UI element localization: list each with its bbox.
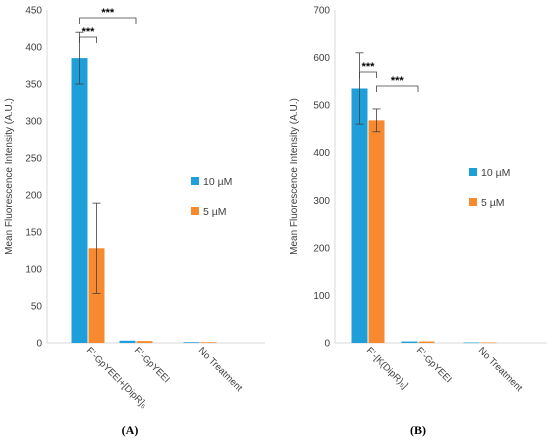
- x-category-label: F’-GpYEEI: [414, 345, 454, 385]
- y-axis-label: Mean Fluorescence Intensity (A.U.): [4, 98, 15, 255]
- y-tick-label: 100: [25, 265, 42, 276]
- legend-label: 10 µM: [203, 176, 232, 188]
- bar: [183, 342, 200, 343]
- bar: [200, 342, 217, 343]
- bar: [480, 342, 497, 344]
- significance-bracket: [359, 71, 377, 78]
- panel-label-b: (B): [410, 423, 426, 437]
- bar: [351, 88, 368, 343]
- chart-b: 0 100 200 300 400 500 600 700 Mean Fluorescence …: [289, 6, 547, 394]
- panel-label-a: (A): [122, 423, 139, 437]
- y-tick-label: 400: [313, 148, 330, 159]
- legend-label: 10 µM: [481, 167, 510, 179]
- legend-swatch: [469, 168, 477, 176]
- bar: [88, 248, 105, 343]
- y-tick-label: 350: [25, 80, 42, 91]
- y-tick-label: 100: [313, 291, 330, 302]
- y-tick-label: 0: [36, 339, 42, 350]
- y-tick-label: 450: [25, 6, 42, 17]
- legend-swatch: [191, 177, 199, 185]
- significance-label: ***: [101, 7, 115, 19]
- y-tick-label: 600: [313, 53, 330, 64]
- y-tick-label: 200: [25, 191, 42, 202]
- significance-label: ***: [82, 26, 96, 38]
- y-tick-label: 250: [25, 154, 42, 165]
- y-tick-label: 200: [313, 243, 330, 254]
- significance-label: ***: [391, 75, 405, 87]
- legend-swatch: [191, 207, 199, 215]
- significance-bracket: [79, 17, 137, 24]
- bar: [368, 120, 385, 343]
- significance-bracket: [376, 85, 419, 92]
- y-tick-label: 400: [25, 43, 42, 54]
- legend-label: 5 µM: [481, 197, 505, 209]
- bar: [401, 341, 418, 343]
- chart-a: 0 50 100 150 200 250 300 350 400 450 Mean Fluoresc…: [4, 6, 265, 411]
- y-tick-label: 700: [313, 6, 330, 17]
- y-tick-label: 500: [313, 101, 330, 112]
- x-category-label: No Treatment: [476, 345, 525, 394]
- legend-swatch: [469, 198, 477, 206]
- bar: [71, 58, 88, 343]
- bar: [136, 341, 153, 343]
- y-tick-label: 0: [324, 339, 330, 350]
- y-tick-label: 150: [25, 228, 42, 239]
- x-category-label: No Treatment: [196, 345, 245, 394]
- x-category-label: F’-[K(DipR)₅]: [364, 345, 410, 391]
- bar: [463, 342, 480, 344]
- y-tick-label: 300: [313, 196, 330, 207]
- significance-label: ***: [362, 61, 376, 73]
- y-axis-label: Mean Fluorescence Intensity (A.U.): [289, 98, 300, 255]
- x-category-label: F’-GpYEEI: [132, 345, 172, 385]
- legend-label: 5 µM: [203, 206, 227, 218]
- y-tick-label: 50: [31, 302, 43, 313]
- significance-bracket: [79, 36, 97, 43]
- bar: [119, 340, 136, 343]
- bar: [418, 341, 435, 343]
- y-tick-label: 300: [25, 117, 42, 128]
